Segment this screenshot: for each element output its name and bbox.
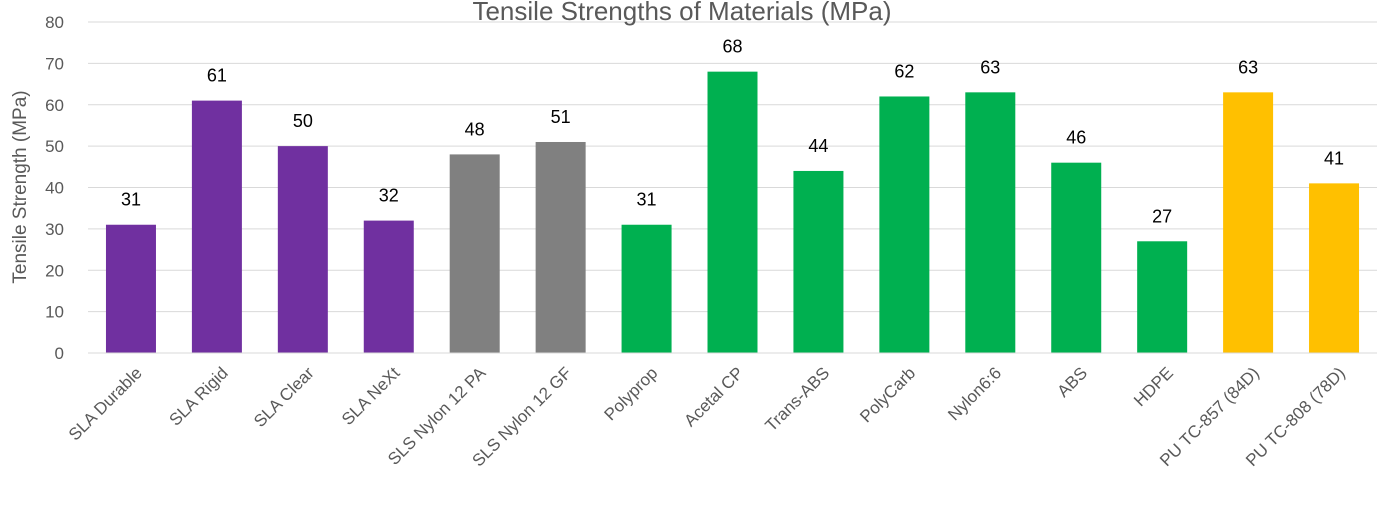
- data-label: 48: [465, 119, 485, 139]
- bar: [1137, 241, 1188, 353]
- bar: [1309, 183, 1360, 353]
- data-label: 32: [379, 186, 399, 206]
- y-axis-label: Tensile Strength (MPa): [10, 90, 31, 283]
- bar: [535, 141, 586, 353]
- data-label: 44: [808, 136, 828, 156]
- bars: [105, 71, 1360, 354]
- y-tick-label: 80: [45, 13, 64, 32]
- x-tick-label: HDPE: [1130, 363, 1177, 410]
- y-tick-label: 20: [45, 261, 64, 280]
- data-label: 68: [722, 37, 742, 57]
- bar: [621, 224, 672, 353]
- bar: [707, 71, 758, 354]
- data-label: 27: [1152, 206, 1172, 226]
- x-axis-categories: SLA Durable SLA Rigid SLA Clear SLA NeXtSLS…: [65, 363, 1349, 470]
- data-labels: 31 61 50 32 48 51 31 68 44 62 63 46 27 63 41: [121, 37, 1344, 227]
- data-label: 51: [551, 107, 571, 127]
- bar: [1223, 92, 1274, 354]
- y-tick-label: 0: [55, 344, 64, 363]
- bar: [363, 220, 414, 353]
- data-label: 50: [293, 111, 313, 131]
- data-label: 62: [894, 61, 914, 81]
- bar: [1051, 162, 1102, 353]
- y-axis-ticks: 0 10 20 30 40 50 60 70 80: [45, 13, 64, 363]
- y-tick-label: 30: [45, 220, 64, 239]
- data-label: 61: [207, 66, 227, 86]
- bar: [277, 146, 328, 353]
- bar: [793, 170, 844, 353]
- y-tick-label: 50: [45, 137, 64, 156]
- data-label: 63: [980, 57, 1000, 77]
- bar: [105, 224, 156, 353]
- x-tick-label: SLA NeXt: [338, 363, 404, 429]
- x-tick-label: Trans-ABS: [761, 363, 833, 435]
- y-tick-label: 60: [45, 96, 64, 115]
- y-tick-label: 10: [45, 303, 64, 322]
- data-label: 31: [637, 190, 657, 210]
- bar: [965, 92, 1016, 354]
- y-tick-label: 70: [45, 54, 64, 73]
- x-tick-label: SLA Durable: [65, 363, 146, 444]
- y-tick-label: 40: [45, 179, 64, 198]
- x-tick-label: SLA Clear: [250, 363, 318, 431]
- x-tick-label: Acetal CP: [680, 363, 747, 430]
- x-tick-label: SLA Rigid: [165, 363, 231, 429]
- bar: [449, 154, 500, 353]
- bar: [879, 96, 930, 353]
- data-label: 31: [121, 190, 141, 210]
- chart-title: Tensile Strengths of Materials (MPa): [472, 0, 891, 26]
- x-tick-label: Nylon6:6: [944, 363, 1005, 424]
- data-label: 41: [1324, 148, 1344, 168]
- x-tick-label: PolyCarb: [856, 363, 919, 426]
- bar: [191, 100, 242, 353]
- x-tick-label: Polyprop: [601, 363, 662, 424]
- data-label: 63: [1238, 57, 1258, 77]
- data-label: 46: [1066, 128, 1086, 148]
- x-tick-label: ABS: [1054, 363, 1091, 400]
